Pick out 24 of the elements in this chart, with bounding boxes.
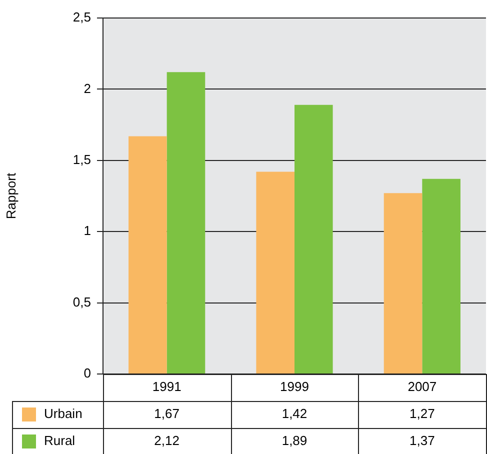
bar bbox=[384, 193, 422, 374]
y-tick-label: 1,5 bbox=[72, 152, 91, 167]
data-label: 1,42 bbox=[282, 406, 308, 422]
x-tick-label: 2007 bbox=[408, 379, 437, 394]
bar bbox=[256, 172, 294, 374]
data-label: 2,12 bbox=[154, 433, 180, 448]
y-tick-label: 0,5 bbox=[72, 294, 91, 310]
y-axis-title: Rapport bbox=[3, 172, 18, 220]
y-tick-label: 2,5 bbox=[72, 10, 91, 25]
legend-label: Rural bbox=[44, 433, 76, 448]
bar bbox=[166, 72, 206, 374]
y-tick-label: 0 bbox=[84, 366, 91, 381]
data-label: 1,37 bbox=[410, 433, 435, 448]
x-tick-label: 1991 bbox=[152, 379, 182, 394]
bar bbox=[294, 104, 333, 374]
x-tick-label: 1999 bbox=[280, 379, 309, 394]
bar bbox=[128, 136, 167, 374]
y-tick-label: 1 bbox=[84, 223, 91, 238]
bar bbox=[422, 178, 460, 374]
data-label: 1,89 bbox=[282, 433, 308, 448]
data-label: 1,67 bbox=[154, 406, 180, 422]
y-tick-label: 2 bbox=[84, 80, 91, 96]
legend-label: Urbain bbox=[44, 406, 82, 422]
data-label: 1,27 bbox=[410, 406, 435, 422]
